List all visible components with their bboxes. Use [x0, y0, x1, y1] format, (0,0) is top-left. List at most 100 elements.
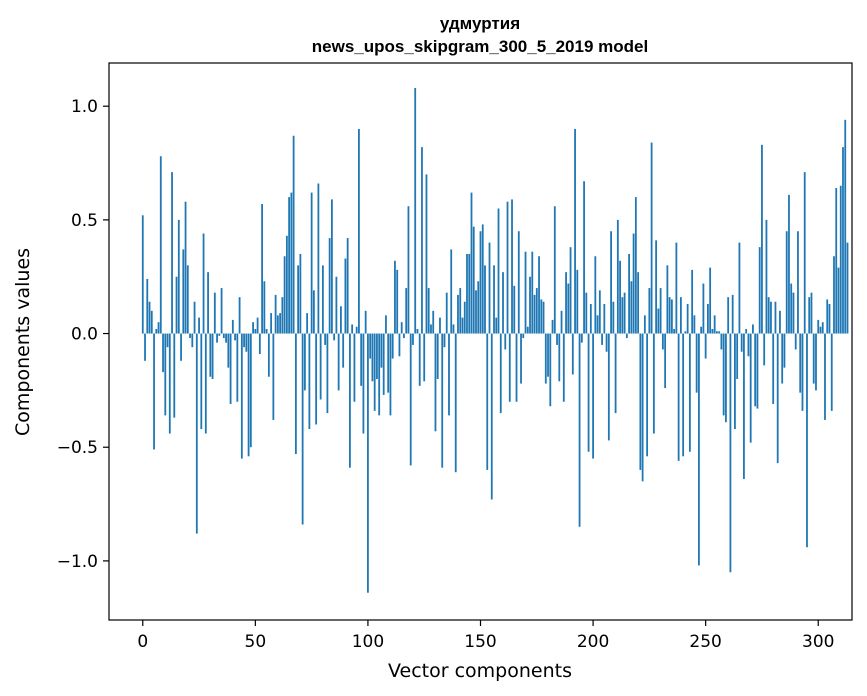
- bar: [725, 333, 727, 423]
- bar: [693, 315, 696, 334]
- bar: [222, 333, 225, 339]
- bar: [625, 333, 628, 339]
- bar: [378, 333, 381, 416]
- bar: [495, 317, 498, 334]
- bar: [436, 333, 439, 380]
- bar: [427, 288, 430, 334]
- bar: [666, 265, 669, 334]
- bar: [752, 324, 754, 334]
- bar: [529, 276, 531, 334]
- bar: [549, 333, 552, 407]
- bar: [551, 319, 554, 334]
- bar: [738, 242, 741, 334]
- bar: [659, 288, 662, 334]
- bar: [450, 249, 453, 334]
- bar: [542, 301, 545, 334]
- bar: [571, 333, 574, 375]
- bar: [403, 333, 405, 339]
- bar: [648, 288, 651, 334]
- bar: [238, 297, 241, 334]
- bar: [499, 333, 502, 414]
- bar: [799, 333, 802, 393]
- bar: [801, 333, 804, 411]
- bar: [632, 233, 635, 334]
- bar: [355, 326, 358, 334]
- bar: [171, 172, 173, 334]
- bar: [661, 333, 664, 350]
- bar: [612, 301, 615, 334]
- bar: [506, 201, 509, 334]
- bar: [513, 285, 516, 334]
- bar: [319, 333, 322, 400]
- bar: [670, 299, 673, 334]
- bar: [396, 269, 399, 334]
- bar: [846, 242, 849, 334]
- bar: [695, 333, 698, 393]
- y-tick-label: 1.0: [71, 97, 98, 117]
- bar: [256, 317, 259, 334]
- bar: [213, 292, 216, 334]
- bar: [652, 333, 655, 434]
- bar: [229, 333, 232, 405]
- bar: [445, 292, 448, 334]
- x-tick-label: 0: [137, 632, 148, 652]
- bar: [164, 333, 167, 416]
- bar: [700, 326, 703, 334]
- y-tick-label: −0.5: [57, 438, 98, 458]
- bar: [812, 333, 815, 384]
- bar: [806, 333, 808, 548]
- bar: [508, 333, 511, 402]
- bar: [668, 297, 671, 334]
- bar: [526, 326, 529, 334]
- bar: [758, 247, 761, 334]
- bar: [218, 333, 221, 336]
- bar: [837, 267, 840, 334]
- bar: [391, 333, 394, 359]
- bar: [497, 208, 500, 334]
- bar: [358, 128, 360, 334]
- bar: [691, 269, 694, 334]
- bar: [803, 172, 806, 334]
- bar: [558, 333, 561, 382]
- bar: [614, 333, 617, 414]
- bar: [481, 224, 484, 334]
- bar: [193, 301, 196, 334]
- bar: [303, 333, 306, 391]
- bar: [454, 333, 457, 473]
- bar: [414, 88, 417, 334]
- bar: [603, 303, 606, 334]
- bar: [409, 333, 412, 466]
- bar: [592, 333, 594, 459]
- bar: [716, 331, 718, 334]
- bar: [504, 333, 507, 350]
- bar: [745, 329, 748, 334]
- bar: [810, 292, 813, 334]
- x-tick-label: 100: [352, 632, 384, 652]
- bar: [376, 333, 378, 380]
- bar: [553, 206, 556, 334]
- bar: [830, 333, 833, 411]
- bar: [186, 265, 189, 334]
- bar: [731, 294, 734, 334]
- bar: [477, 281, 480, 334]
- bar: [364, 310, 367, 334]
- bar: [191, 333, 194, 348]
- bar: [184, 201, 187, 334]
- bar: [340, 306, 342, 334]
- bar: [294, 333, 297, 455]
- y-tick-label: 0.5: [71, 211, 98, 231]
- bar: [141, 215, 144, 334]
- bar: [643, 315, 646, 334]
- bar: [698, 333, 700, 566]
- bar: [177, 219, 180, 334]
- bar: [704, 333, 707, 359]
- bar: [833, 256, 835, 334]
- bar: [576, 269, 579, 334]
- bar: [182, 249, 185, 334]
- bar: [502, 272, 504, 334]
- bar: [817, 319, 820, 334]
- bar: [740, 333, 743, 352]
- bar: [601, 333, 603, 345]
- bar: [472, 226, 475, 334]
